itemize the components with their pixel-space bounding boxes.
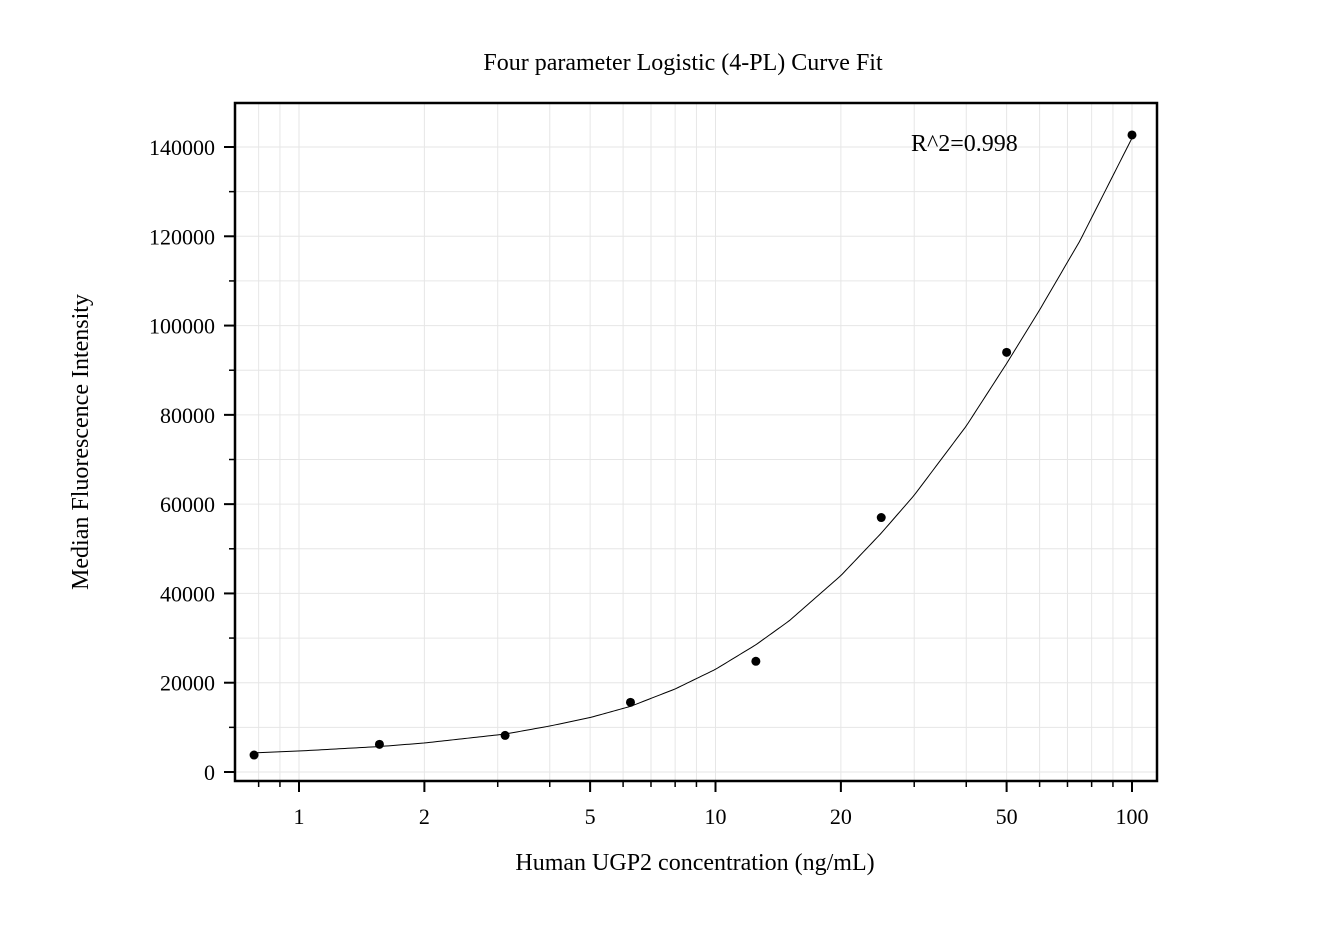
data-point xyxy=(876,513,886,523)
grid xyxy=(235,103,1157,781)
y-tick-label: 120000 xyxy=(149,224,215,249)
y-axis-ticks: 0 20000 40000 60000 80000 100000 120000 140000 xyxy=(149,135,235,785)
data-point xyxy=(500,730,510,740)
data-points xyxy=(249,130,1137,760)
y-axis-label: Median Fluorescence Intensity xyxy=(68,294,94,590)
x-tick-label: 20 xyxy=(830,804,852,829)
chart-title: Four parameter Logistic (4-PL) Curve Fit xyxy=(483,50,883,76)
y-tick-label: 40000 xyxy=(160,581,215,606)
x-tick-label: 5 xyxy=(585,804,596,829)
r-squared-annotation: R^2=0.998 xyxy=(911,131,1018,157)
x-tick-label: 100 xyxy=(1116,804,1149,829)
data-point xyxy=(249,750,259,760)
x-tick-label: 1 xyxy=(294,804,305,829)
x-tick-label: 10 xyxy=(705,804,727,829)
y-tick-label: 140000 xyxy=(149,135,215,160)
x-tick-label: 2 xyxy=(419,804,430,829)
fit-curve xyxy=(254,137,1133,754)
y-tick-label: 100000 xyxy=(149,314,215,339)
x-tick-label: 50 xyxy=(996,804,1018,829)
data-point xyxy=(1002,347,1012,357)
data-point xyxy=(1127,130,1137,140)
y-tick-label: 60000 xyxy=(160,492,215,517)
y-tick-label: 80000 xyxy=(160,403,215,428)
data-point xyxy=(374,739,384,749)
plot-frame xyxy=(233,101,1159,783)
data-point xyxy=(625,697,635,707)
y-tick-label: 0 xyxy=(204,760,215,785)
data-point xyxy=(751,656,761,666)
y-tick-label: 20000 xyxy=(160,671,215,696)
x-axis-ticks: 1 2 5 10 20 50 100 xyxy=(294,781,1149,829)
x-axis-label: Human UGP2 concentration (ng/mL) xyxy=(515,850,874,876)
